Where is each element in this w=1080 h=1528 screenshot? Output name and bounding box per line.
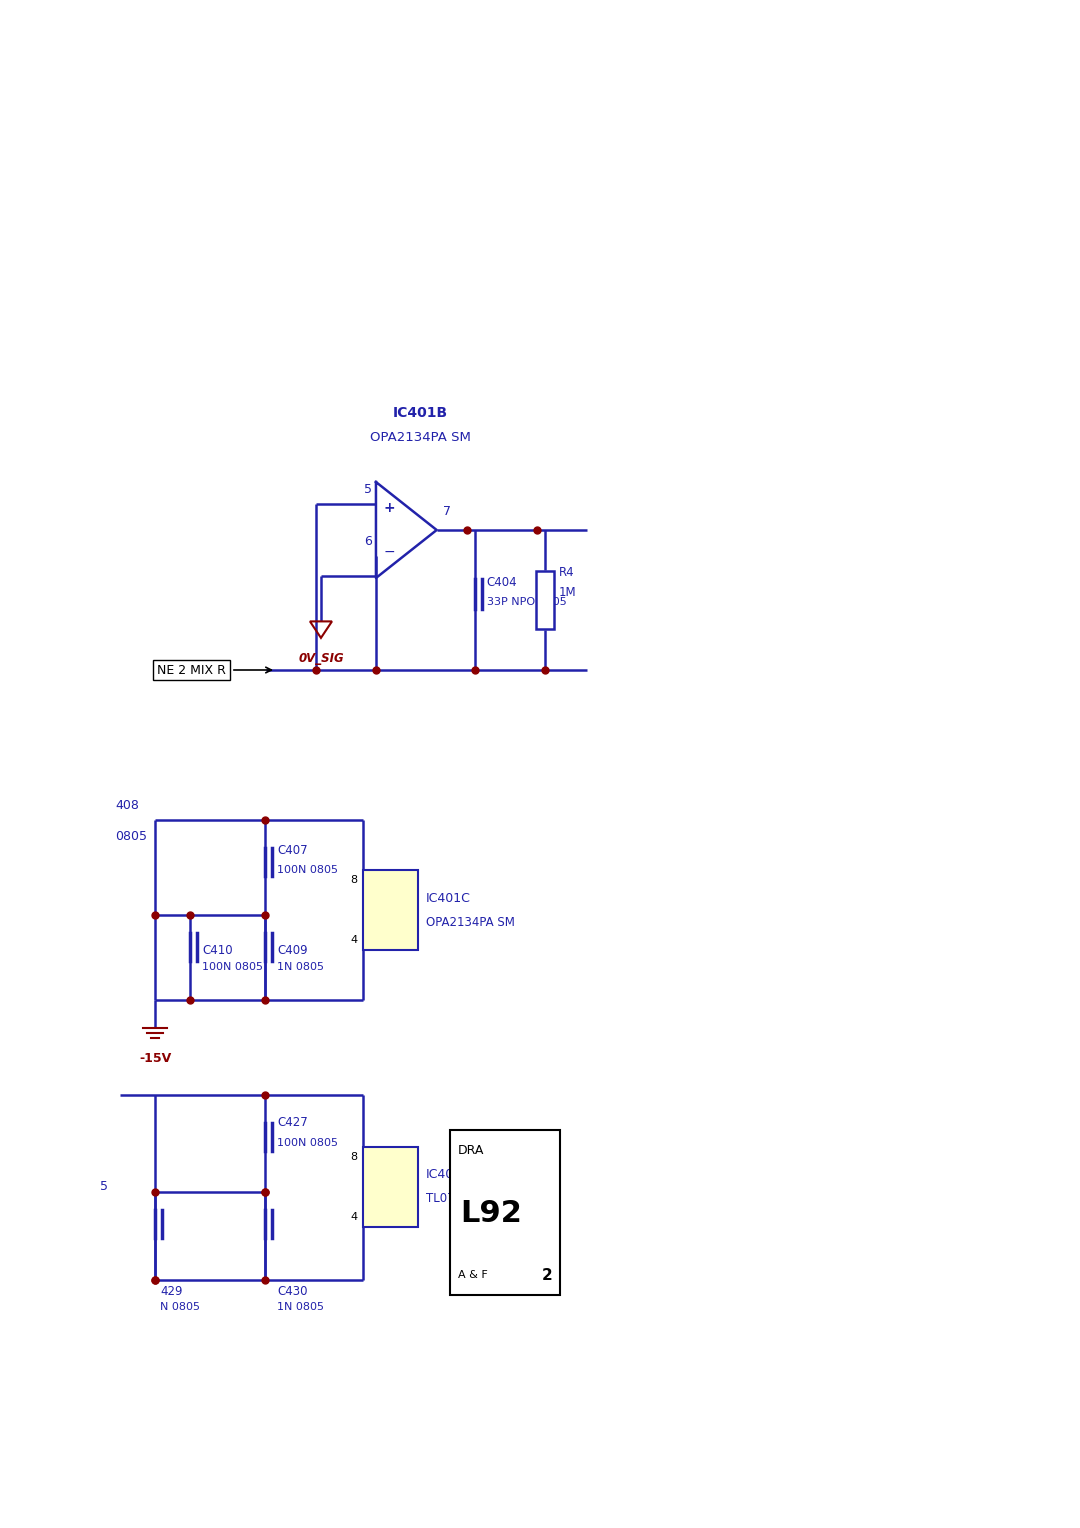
Text: L92: L92 <box>460 1198 522 1227</box>
Text: C430: C430 <box>276 1285 308 1297</box>
Text: C427: C427 <box>276 1117 308 1129</box>
Bar <box>363 869 418 950</box>
Text: 4: 4 <box>350 935 357 944</box>
Text: OPA2134PA SM: OPA2134PA SM <box>426 915 514 929</box>
Text: 100N 0805: 100N 0805 <box>276 1138 338 1148</box>
Text: C409: C409 <box>276 943 308 957</box>
Text: −: − <box>383 544 395 559</box>
Text: IC403C: IC403C <box>426 1169 471 1181</box>
Text: C404: C404 <box>487 576 517 588</box>
Text: 6: 6 <box>364 535 372 549</box>
Text: C407: C407 <box>276 843 308 857</box>
Text: 5: 5 <box>364 483 372 495</box>
Text: 1N 0805: 1N 0805 <box>276 963 324 972</box>
Text: DRA: DRA <box>458 1143 484 1157</box>
Text: A & F: A & F <box>458 1270 488 1280</box>
Text: 1N 0805: 1N 0805 <box>276 1302 324 1313</box>
Text: N 0805: N 0805 <box>160 1302 200 1313</box>
Text: +: + <box>383 501 395 515</box>
Text: 100N 0805: 100N 0805 <box>202 963 264 972</box>
Text: C410: C410 <box>202 943 232 957</box>
Text: 1M: 1M <box>558 585 577 599</box>
Text: NE 2 MIX R: NE 2 MIX R <box>157 663 226 677</box>
Text: TL072 SM: TL072 SM <box>426 1192 483 1206</box>
Text: 33P NPO 0805: 33P NPO 0805 <box>487 597 566 607</box>
Text: 8: 8 <box>350 1152 357 1161</box>
Text: 408: 408 <box>114 799 139 811</box>
Text: 429: 429 <box>160 1285 183 1297</box>
Text: 0V_SIG: 0V_SIG <box>298 652 343 665</box>
Text: R4: R4 <box>558 565 575 579</box>
Text: -15V: -15V <box>139 1051 171 1065</box>
Text: 5: 5 <box>100 1181 108 1193</box>
Text: OPA2134PA SM: OPA2134PA SM <box>369 431 471 445</box>
Text: 8: 8 <box>350 876 357 885</box>
Text: 2: 2 <box>541 1268 552 1282</box>
Bar <box>536 571 554 630</box>
Text: 100N 0805: 100N 0805 <box>276 865 338 876</box>
Text: 7: 7 <box>443 504 450 518</box>
Text: 4: 4 <box>350 1212 357 1222</box>
Bar <box>450 1131 561 1296</box>
Text: IC401B: IC401B <box>392 406 447 420</box>
Text: IC401C: IC401C <box>426 891 471 905</box>
Text: 0805: 0805 <box>114 830 147 843</box>
Bar <box>363 1148 418 1227</box>
